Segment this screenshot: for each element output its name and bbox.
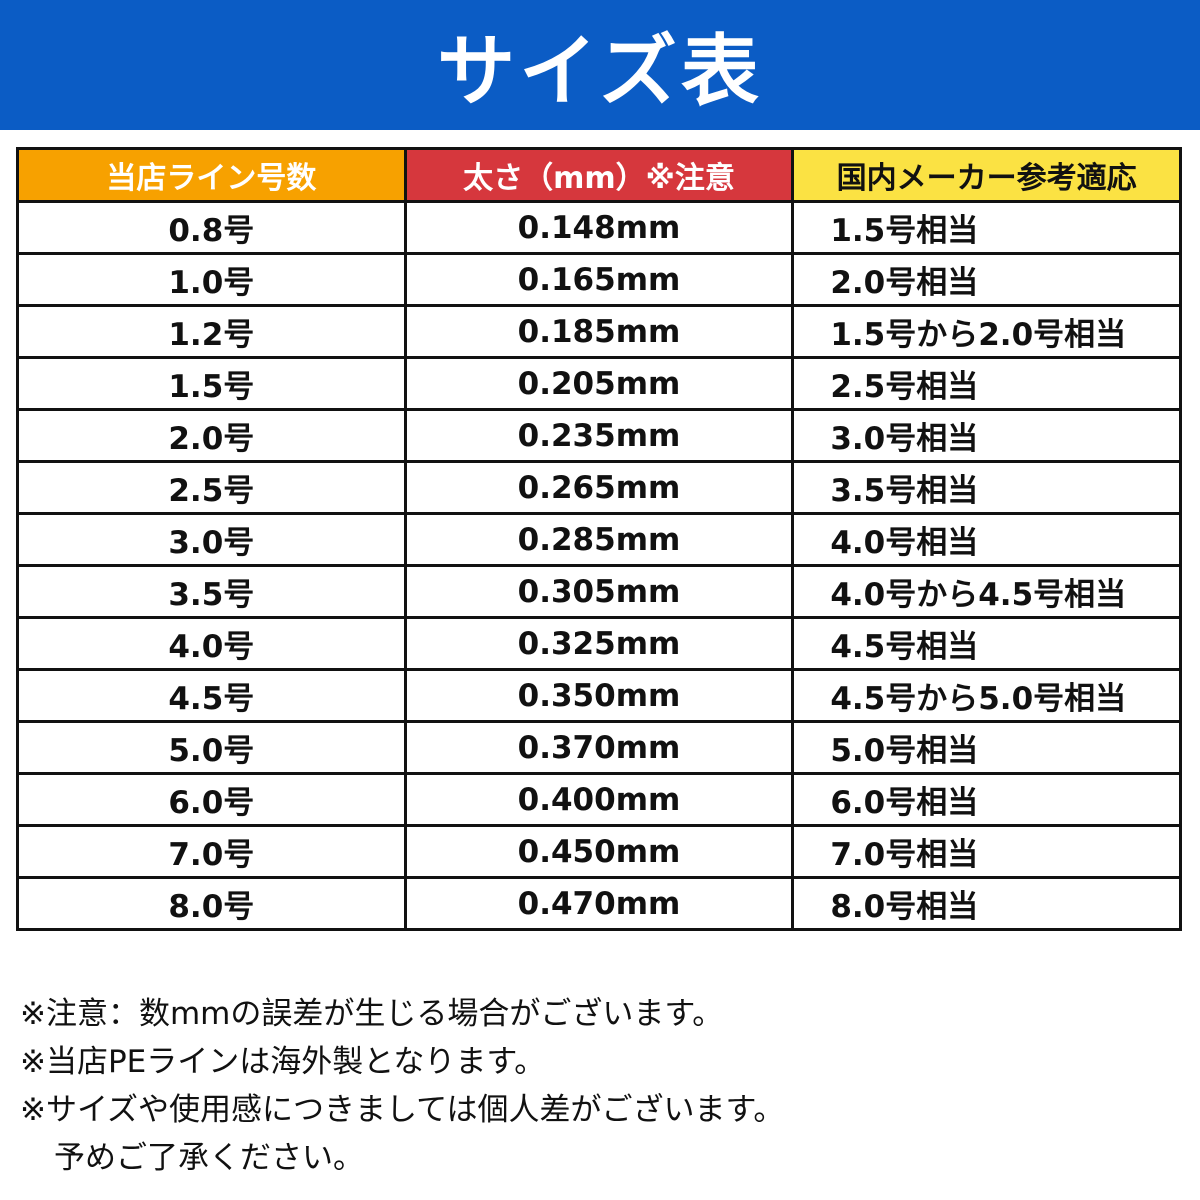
- header-domestic-equivalent: 国内メーカー参考適応: [791, 147, 1182, 203]
- table-header-row: 当店ライン号数 太さ（mm）※注意 国内メーカー参考適応: [16, 147, 1182, 203]
- cell-thickness: 0.185mm: [403, 304, 795, 359]
- table-row: 3.0号 0.285mm 4.0号相当: [16, 512, 1182, 567]
- table-row: 3.5号 0.305mm 4.0号から4.5号相当: [16, 564, 1182, 619]
- cell-domestic-equivalent: 4.0号相当: [791, 512, 1182, 567]
- cell-thickness: 0.235mm: [403, 408, 795, 463]
- cell-thickness: 0.325mm: [403, 616, 795, 671]
- cell-line-number: 1.5号: [16, 356, 407, 411]
- cell-thickness: 0.305mm: [403, 564, 795, 619]
- table-row: 2.5号 0.265mm 3.5号相当: [16, 460, 1182, 515]
- cell-line-number: 1.0号: [16, 252, 407, 307]
- table-row: 4.0号 0.325mm 4.5号相当: [16, 616, 1182, 671]
- table-row: 1.5号 0.205mm 2.5号相当: [16, 356, 1182, 411]
- cell-thickness: 0.350mm: [403, 668, 795, 723]
- cell-domestic-equivalent: 3.5号相当: [791, 460, 1182, 515]
- cell-domestic-equivalent: 2.5号相当: [791, 356, 1182, 411]
- cell-line-number: 4.5号: [16, 668, 407, 723]
- note-origin: ※当店PEラインは海外製となります。: [20, 1044, 546, 1080]
- cell-line-number: 5.0号: [16, 720, 407, 775]
- cell-thickness: 0.265mm: [403, 460, 795, 515]
- table-row: 8.0号 0.470mm 8.0号相当: [16, 876, 1182, 931]
- cell-thickness: 0.205mm: [403, 356, 795, 411]
- table-row: 5.0号 0.370mm 5.0号相当: [16, 720, 1182, 775]
- cell-thickness: 0.450mm: [403, 824, 795, 879]
- cell-line-number: 3.0号: [16, 512, 407, 567]
- cell-domestic-equivalent: 4.0号から4.5号相当: [791, 564, 1182, 619]
- cell-domestic-equivalent: 6.0号相当: [791, 772, 1182, 827]
- cell-line-number: 4.0号: [16, 616, 407, 671]
- size-table: 当店ライン号数 太さ（mm）※注意 国内メーカー参考適応 0.8号 0.148mm…: [16, 147, 1182, 931]
- note-individual-difference: ※サイズや使用感につきましては個人差がございます。: [20, 1092, 785, 1128]
- page-title: サイズ表: [437, 27, 763, 117]
- cell-thickness: 0.370mm: [403, 720, 795, 775]
- cell-line-number: 2.5号: [16, 460, 407, 515]
- note-acknowledge: 予めご了承ください。: [54, 1140, 364, 1176]
- table-row: 0.8号 0.148mm 1.5号相当: [16, 200, 1182, 255]
- cell-line-number: 7.0号: [16, 824, 407, 879]
- cell-thickness: 0.470mm: [403, 876, 795, 931]
- header-thickness: 太さ（mm）※注意: [403, 147, 795, 203]
- title-banner: サイズ表: [0, 0, 1200, 130]
- cell-thickness: 0.148mm: [403, 200, 795, 255]
- note-tolerance: ※注意：数mmの誤差が生じる場合がございます。: [20, 996, 724, 1032]
- table-row: 1.2号 0.185mm 1.5号から2.0号相当: [16, 304, 1182, 359]
- cell-thickness: 0.165mm: [403, 252, 795, 307]
- cell-domestic-equivalent: 4.5号相当: [791, 616, 1182, 671]
- cell-line-number: 1.2号: [16, 304, 407, 359]
- notes: ※注意：数mmの誤差が生じる場合がございます。 ※当店PEラインは海外製となりま…: [20, 990, 784, 1182]
- cell-domestic-equivalent: 4.5号から5.0号相当: [791, 668, 1182, 723]
- cell-domestic-equivalent: 1.5号から2.0号相当: [791, 304, 1182, 359]
- cell-domestic-equivalent: 8.0号相当: [791, 876, 1182, 931]
- table-row: 1.0号 0.165mm 2.0号相当: [16, 252, 1182, 307]
- table-row: 2.0号 0.235mm 3.0号相当: [16, 408, 1182, 463]
- cell-domestic-equivalent: 2.0号相当: [791, 252, 1182, 307]
- cell-domestic-equivalent: 1.5号相当: [791, 200, 1182, 255]
- cell-line-number: 2.0号: [16, 408, 407, 463]
- cell-thickness: 0.285mm: [403, 512, 795, 567]
- cell-line-number: 3.5号: [16, 564, 407, 619]
- cell-thickness: 0.400mm: [403, 772, 795, 827]
- cell-domestic-equivalent: 3.0号相当: [791, 408, 1182, 463]
- cell-domestic-equivalent: 7.0号相当: [791, 824, 1182, 879]
- table-row: 6.0号 0.400mm 6.0号相当: [16, 772, 1182, 827]
- cell-line-number: 0.8号: [16, 200, 407, 255]
- cell-domestic-equivalent: 5.0号相当: [791, 720, 1182, 775]
- table-row: 4.5号 0.350mm 4.5号から5.0号相当: [16, 668, 1182, 723]
- cell-line-number: 6.0号: [16, 772, 407, 827]
- cell-line-number: 8.0号: [16, 876, 407, 931]
- header-line-number: 当店ライン号数: [16, 147, 407, 203]
- table-row: 7.0号 0.450mm 7.0号相当: [16, 824, 1182, 879]
